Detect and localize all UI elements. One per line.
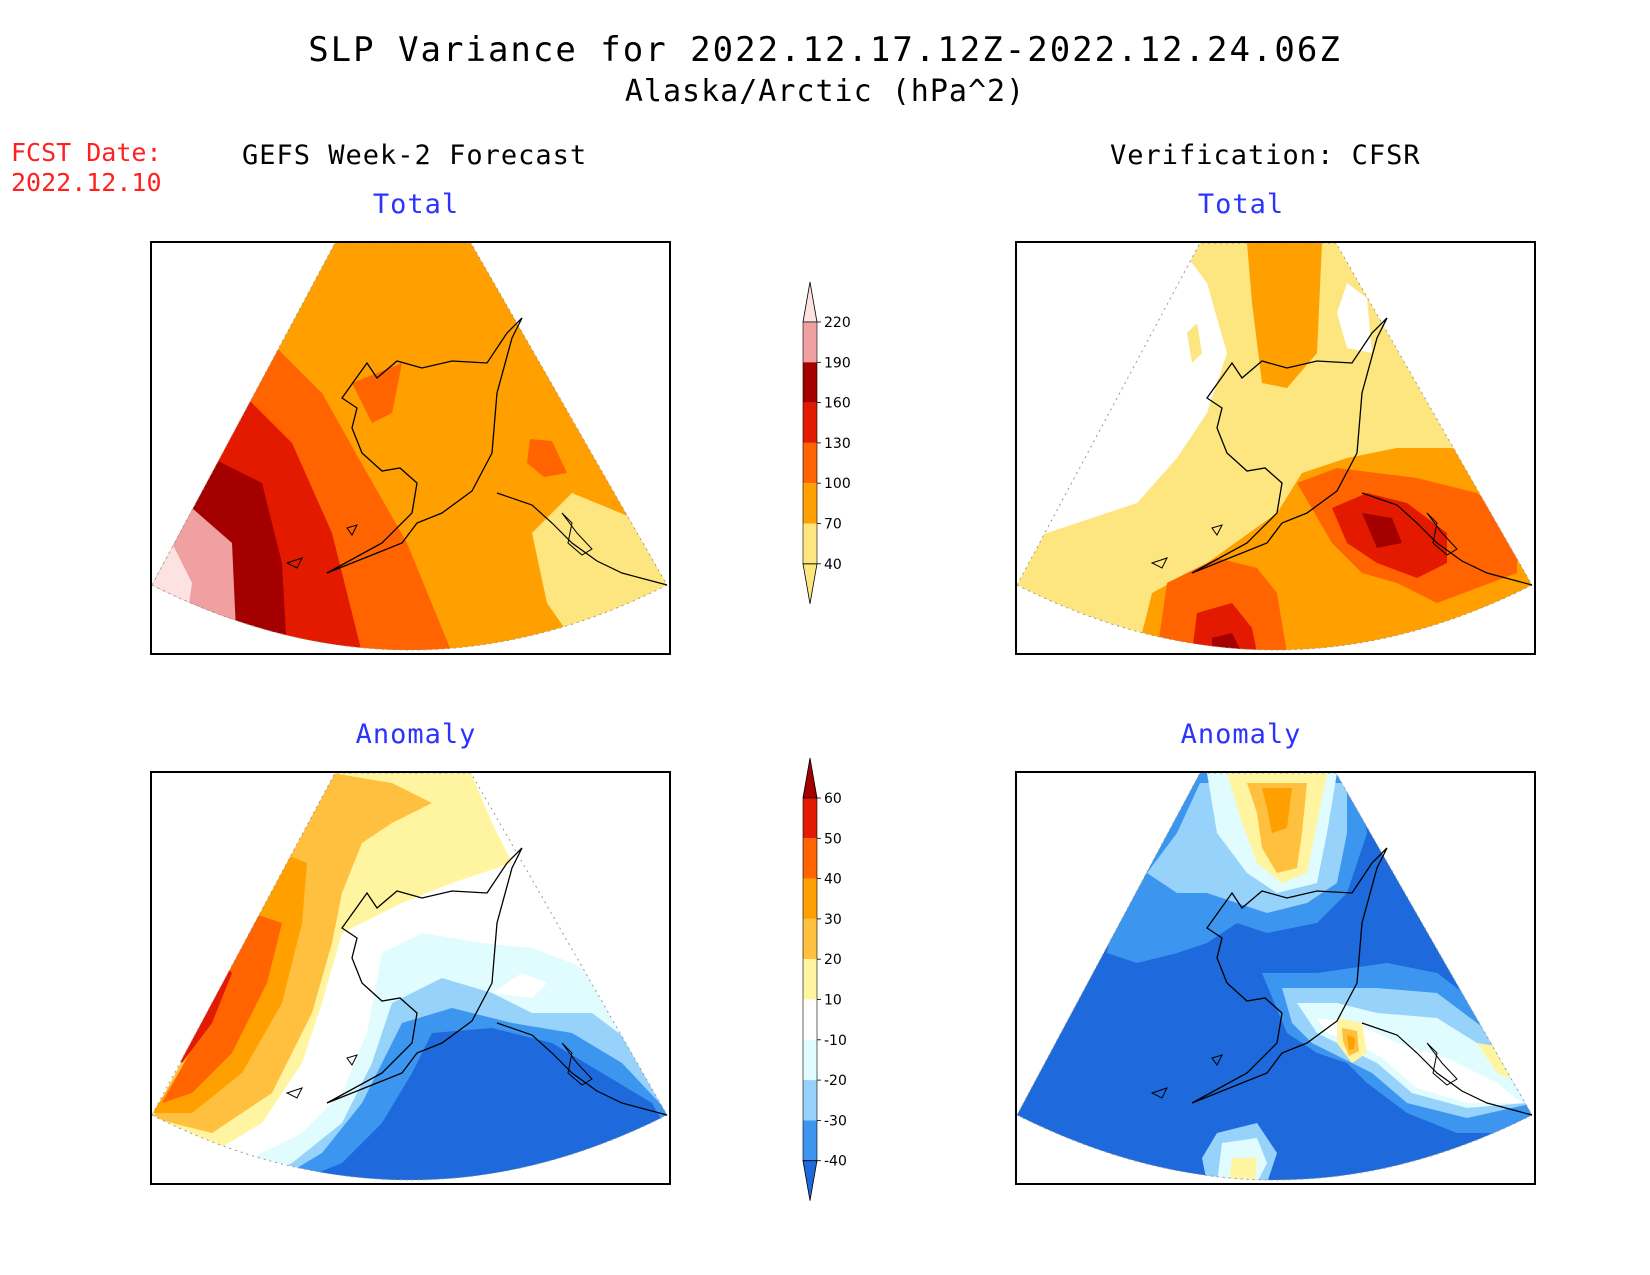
colorbar-total-tick-label: 70 xyxy=(824,517,842,533)
forecast-anomaly-map xyxy=(150,771,671,1185)
colorbar-anomaly-tick-label: -10 xyxy=(824,1033,847,1049)
forecast-total-map xyxy=(150,241,671,655)
colorbar-anomaly-tick-label: 60 xyxy=(824,791,842,807)
colorbar-total-tick-label: 190 xyxy=(824,355,851,371)
colorbar-anomaly-segment xyxy=(803,918,817,960)
colorbar-anomaly-segment xyxy=(803,959,817,1000)
verification-anomaly-title: Anomaly xyxy=(1180,719,1302,750)
colorbar-anomaly-segment xyxy=(803,1120,817,1161)
forecast-anomaly-title: Anomaly xyxy=(355,719,477,750)
colorbar-total-tick-label: 130 xyxy=(824,436,851,452)
verification-total-title: Total xyxy=(1197,189,1285,220)
colorbar-anomaly-segment xyxy=(803,878,817,919)
colorbar-anomaly-tick-label: -30 xyxy=(824,1113,847,1129)
colorbar-total-top-extension xyxy=(802,281,818,323)
colorbar-anomaly-tick-label: 20 xyxy=(824,952,842,968)
colorbar-anomaly-tick-label: -20 xyxy=(824,1073,847,1089)
colorbar-anomaly-tick-label: -40 xyxy=(824,1154,847,1170)
forecast-column-heading: GEFS Week-2 Forecast xyxy=(242,140,588,171)
verification-anomaly-map xyxy=(1015,771,1536,1185)
colorbar-anomaly-segment xyxy=(803,798,817,839)
colorbar-anomaly-segment xyxy=(803,999,817,1040)
forecast-total-title: Total xyxy=(372,189,460,220)
colorbar-total-segment xyxy=(803,402,817,443)
colorbar-anomaly-bottom-extension xyxy=(802,1160,818,1201)
verification-total-map xyxy=(1015,241,1536,655)
colorbar-total-segment xyxy=(803,362,817,403)
colorbar-total-tick-label: 220 xyxy=(824,315,851,331)
page-title: SLP Variance for 2022.12.17.12Z-2022.12.… xyxy=(308,30,1342,70)
colorbar-total-tick-label: 160 xyxy=(824,396,851,412)
colorbar-anomaly-segment xyxy=(803,1080,817,1121)
total-colorbar: 220 190 160 130 100 70 40 xyxy=(790,280,880,624)
anomaly-colorbar: 60 50 40 30 20 10 -10 -20 -30 -40 xyxy=(790,752,880,1216)
colorbar-anomaly-segment xyxy=(803,838,817,879)
colorbar-total-segment xyxy=(803,483,817,524)
colorbar-anomaly-tick-label: 40 xyxy=(824,872,842,888)
colorbar-anomaly-tick-label: 10 xyxy=(824,993,842,1009)
forecast-date-label: FCST Date: xyxy=(11,138,162,167)
colorbar-total-segment xyxy=(803,322,817,363)
colorbar-total-tick-label: 100 xyxy=(824,476,851,492)
forecast-date-value: 2022.12.10 xyxy=(11,168,162,197)
page-subtitle: Alaska/Arctic (hPa^2) xyxy=(624,74,1026,109)
colorbar-anomaly-top-extension xyxy=(802,757,818,799)
verification-column-heading: Verification: CFSR xyxy=(1110,140,1421,171)
colorbar-anomaly-tick-label: 50 xyxy=(824,831,842,847)
colorbar-anomaly-segment xyxy=(803,1039,817,1081)
colorbar-anomaly-tick-label: 30 xyxy=(824,912,842,928)
forecast-date-block: FCST Date: 2022.12.10 xyxy=(11,138,162,198)
colorbar-total-tick-label: 40 xyxy=(824,557,842,573)
colorbar-total-segment xyxy=(803,442,817,484)
colorbar-total-segment xyxy=(803,523,817,564)
colorbar-total-bottom-extension xyxy=(802,563,818,604)
